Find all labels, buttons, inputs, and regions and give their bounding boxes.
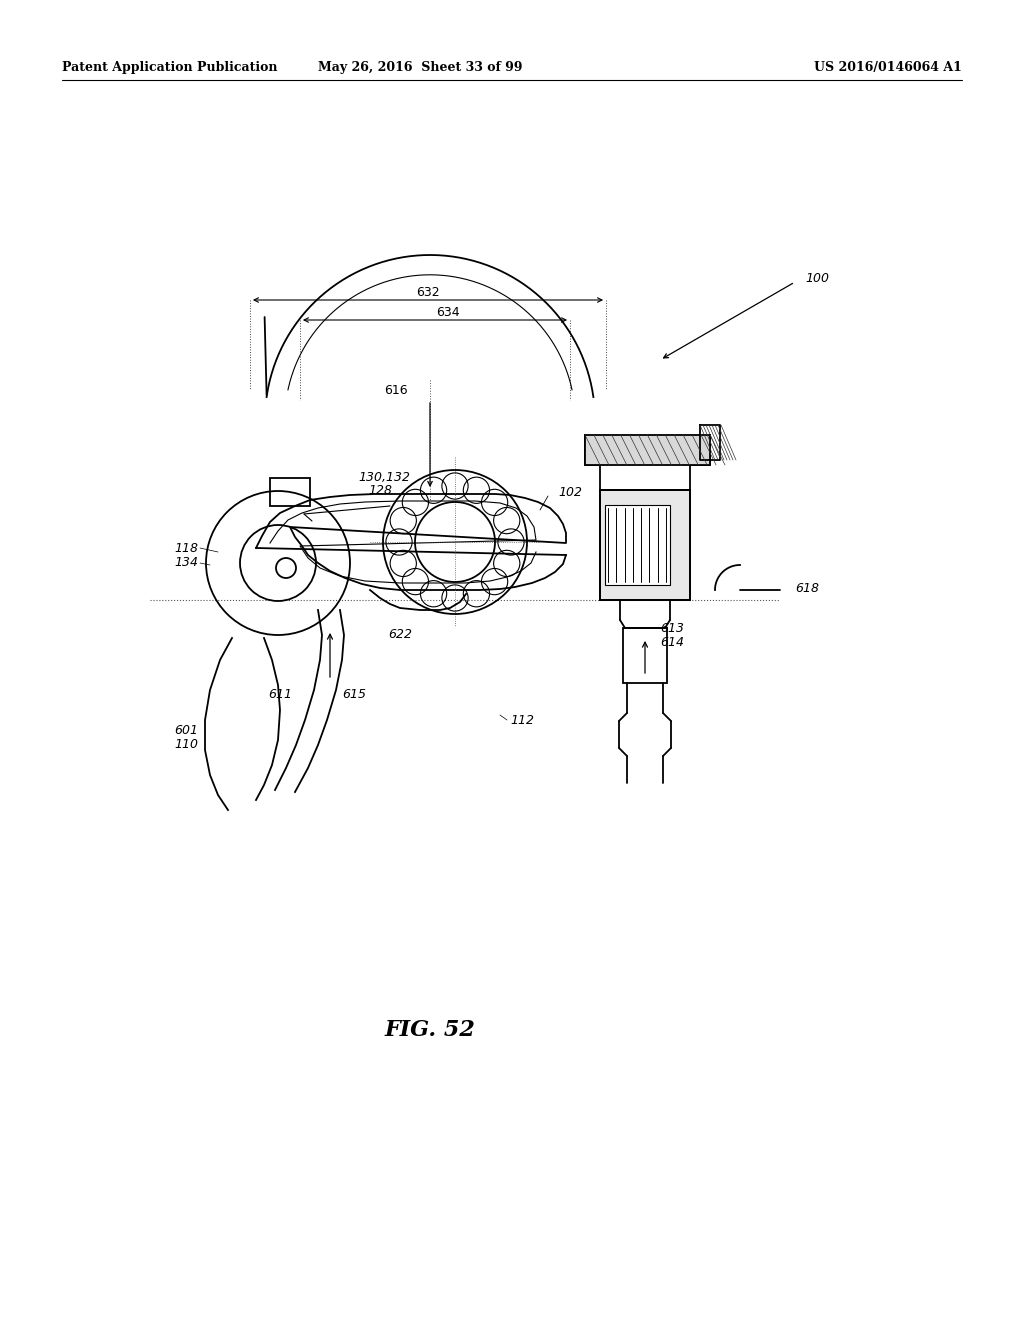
Text: 634: 634 <box>436 305 460 318</box>
Text: 601: 601 <box>174 723 198 737</box>
Text: 615: 615 <box>342 689 366 701</box>
Text: 611: 611 <box>268 689 292 701</box>
Text: 118: 118 <box>174 541 198 554</box>
Text: 112: 112 <box>510 714 534 726</box>
Text: FIG. 52: FIG. 52 <box>385 1019 475 1041</box>
Text: US 2016/0146064 A1: US 2016/0146064 A1 <box>814 62 962 74</box>
Bar <box>270 478 310 506</box>
Text: 614: 614 <box>660 636 684 649</box>
Text: 616: 616 <box>384 384 408 396</box>
Text: 128: 128 <box>368 483 392 496</box>
Text: 618: 618 <box>795 582 819 594</box>
Text: May 26, 2016  Sheet 33 of 99: May 26, 2016 Sheet 33 of 99 <box>317 62 522 74</box>
Text: 100: 100 <box>805 272 829 285</box>
Text: Patent Application Publication: Patent Application Publication <box>62 62 278 74</box>
Text: 613: 613 <box>660 622 684 635</box>
Text: 134: 134 <box>174 557 198 569</box>
Text: 102: 102 <box>558 486 582 499</box>
Bar <box>600 490 690 601</box>
Bar <box>600 490 690 601</box>
Text: 622: 622 <box>388 628 412 642</box>
Bar <box>623 628 667 682</box>
Text: 130,132: 130,132 <box>358 471 410 484</box>
Bar <box>605 506 670 585</box>
Bar <box>585 436 710 465</box>
Text: 110: 110 <box>174 738 198 751</box>
Text: 632: 632 <box>416 285 440 298</box>
